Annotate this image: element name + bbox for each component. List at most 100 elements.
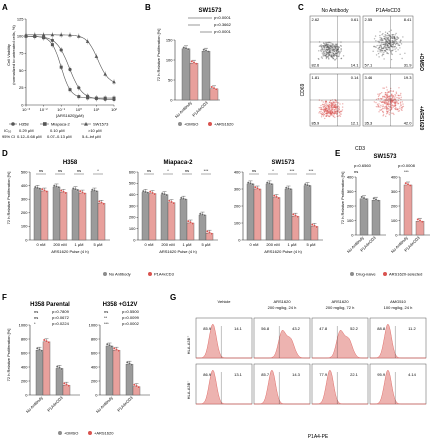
c-event: [386, 34, 388, 37]
a-xtick-label: 10⁻²: [40, 107, 49, 112]
c-event: [332, 105, 334, 107]
g-value-right: 22.1: [350, 372, 359, 377]
e-dot: [416, 218, 419, 221]
d-dot: [76, 188, 79, 192]
c-event: [387, 103, 389, 105]
c-event: [394, 104, 396, 107]
g-value-right: 14.1: [234, 326, 243, 331]
c-event: [380, 46, 382, 48]
c-event: [323, 105, 325, 108]
c-event: [391, 49, 393, 52]
c-quad-ll: 85.9: [312, 121, 321, 126]
d-dot: [38, 187, 41, 190]
d-bar-noab: [303, 185, 312, 241]
c-event: [333, 112, 335, 115]
d-dot: [79, 190, 82, 193]
c-event: [385, 102, 387, 104]
c-event: [391, 112, 393, 114]
c-event: [327, 46, 330, 49]
c-event: [391, 94, 394, 97]
c-event: [377, 98, 380, 100]
c-quad-ll: 82.6: [312, 63, 321, 68]
c-event: [328, 106, 330, 109]
c-event: [377, 50, 379, 52]
a-point-sw1573: [24, 32, 28, 37]
c-event: [391, 37, 394, 40]
c-event: [339, 110, 342, 113]
c-event: [380, 104, 382, 107]
c-event: [337, 47, 339, 50]
c-event: [320, 47, 323, 49]
c-event: [327, 52, 330, 55]
a-xtick-label: 10²: [111, 107, 117, 112]
c-event: [388, 34, 390, 36]
c-event: [382, 53, 385, 56]
e-bar: [415, 221, 425, 236]
c-event: [329, 112, 332, 114]
a-ic50-miapaca: 0.10 μM: [50, 128, 65, 133]
d-dot: [266, 181, 269, 184]
c-event: [339, 115, 342, 117]
c-event: [394, 48, 396, 50]
c-event: [340, 113, 342, 115]
c-event: [386, 89, 388, 91]
c-event: [330, 55, 333, 58]
c-event: [391, 100, 393, 102]
c-event: [330, 46, 332, 48]
c-event: [325, 100, 327, 102]
c-event: [339, 113, 341, 115]
c-event: [392, 44, 394, 46]
c-event: [381, 38, 383, 40]
c-event: [393, 36, 396, 38]
c-event: [393, 37, 395, 39]
e-ytick-label: 0: [351, 232, 354, 237]
d-dot: [55, 185, 58, 188]
c-event: [384, 47, 386, 49]
d-dot: [247, 181, 250, 184]
c-event: [335, 47, 337, 49]
c-event: [394, 95, 397, 97]
c-event: [381, 105, 383, 108]
c-event: [385, 100, 387, 102]
c-event: [400, 104, 402, 107]
c-event: [333, 113, 335, 115]
f-ytick-label: 1000: [89, 322, 99, 327]
a-curve-sw1573: [26, 34, 115, 83]
e-legend-naive: Drug-naive: [356, 272, 376, 277]
c-event: [329, 46, 332, 48]
c-event: [321, 108, 323, 111]
c-event: [326, 110, 328, 112]
c-event: [331, 112, 334, 114]
d-dot: [184, 198, 187, 201]
d-dot: [93, 189, 96, 192]
b-dot: [184, 47, 188, 50]
c-event: [323, 42, 325, 45]
c-event: [394, 105, 396, 107]
c-event: [331, 56, 333, 58]
d-sig: ***: [204, 168, 209, 173]
c-row-label-2: +ARS1620: [418, 106, 424, 131]
c-event: [384, 96, 386, 98]
c-event: [383, 96, 386, 98]
f-sig: ns: [104, 309, 108, 314]
c-event: [381, 53, 384, 56]
a-ytick-label: 0: [21, 102, 24, 107]
c-event: [382, 111, 385, 114]
c-event: [334, 52, 337, 55]
a-point-h358: [68, 67, 72, 72]
d-chart-2: Miapaca-2 0 100 200 300 400 500 600 ns 0 nM * 200 n…: [129, 160, 218, 254]
f-sig: ***: [104, 321, 109, 326]
c-event: [391, 40, 393, 42]
d-dot: [98, 200, 101, 203]
c-event: [338, 46, 340, 48]
c-event: [392, 43, 394, 45]
c-event: [384, 93, 387, 96]
c-event: [329, 111, 331, 114]
c-event: [328, 51, 330, 53]
c-event: [332, 48, 335, 51]
c-event: [380, 98, 383, 100]
g-value-left: 47.8: [319, 326, 328, 331]
c-event: [331, 110, 334, 113]
c-event: [340, 110, 343, 112]
